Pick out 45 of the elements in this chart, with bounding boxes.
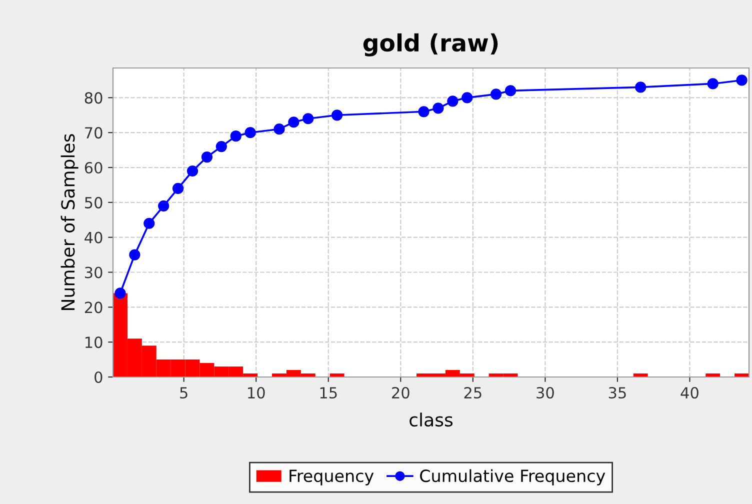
point (216, 141, 227, 152)
point (707, 78, 718, 90)
y-tick-label: 20 (84, 302, 102, 314)
point (635, 82, 646, 93)
x-tick-label: 35 (608, 386, 626, 399)
point (490, 88, 502, 100)
legend-label: Frequency (290, 470, 374, 486)
point (504, 85, 516, 96)
x-tick-label: 40 (680, 386, 698, 399)
y-tick-label: 80 (84, 92, 102, 104)
legend-label: Cumulative Frequency (420, 469, 606, 486)
point (244, 127, 256, 138)
y-tick-label: 70 (85, 127, 102, 139)
x-axis-title: class (410, 412, 453, 427)
y-axis-title: Number of Samples (60, 134, 78, 310)
point (186, 165, 198, 177)
point (274, 124, 285, 135)
x-tick-label: 15 (320, 387, 337, 399)
point (447, 96, 458, 107)
x-tick-label: 10 (248, 386, 265, 399)
point (418, 106, 430, 118)
y-tick-label: 10 (86, 336, 102, 348)
point (230, 130, 242, 142)
chart-title: gold (raw) (363, 33, 498, 56)
point (129, 249, 140, 260)
x-tick-label: 5 (180, 387, 188, 399)
y-tick-label: 60 (84, 162, 102, 174)
point (158, 200, 170, 212)
point (331, 110, 343, 121)
point (288, 116, 300, 128)
x-tick-label: 25 (464, 386, 482, 399)
y-tick-label: 50 (85, 196, 102, 208)
point (462, 92, 473, 104)
point (144, 218, 155, 229)
point (201, 151, 213, 163)
point (302, 113, 314, 124)
y-tick-label: 0 (94, 371, 102, 384)
y-tick-label: 40 (84, 232, 102, 244)
x-tick-label: 30 (536, 386, 554, 399)
point (114, 288, 126, 299)
x-tick-label: 20 (392, 386, 410, 399)
point (172, 182, 184, 194)
y-tick-label: 30 (85, 266, 102, 278)
point (432, 102, 444, 114)
point (736, 74, 748, 86)
